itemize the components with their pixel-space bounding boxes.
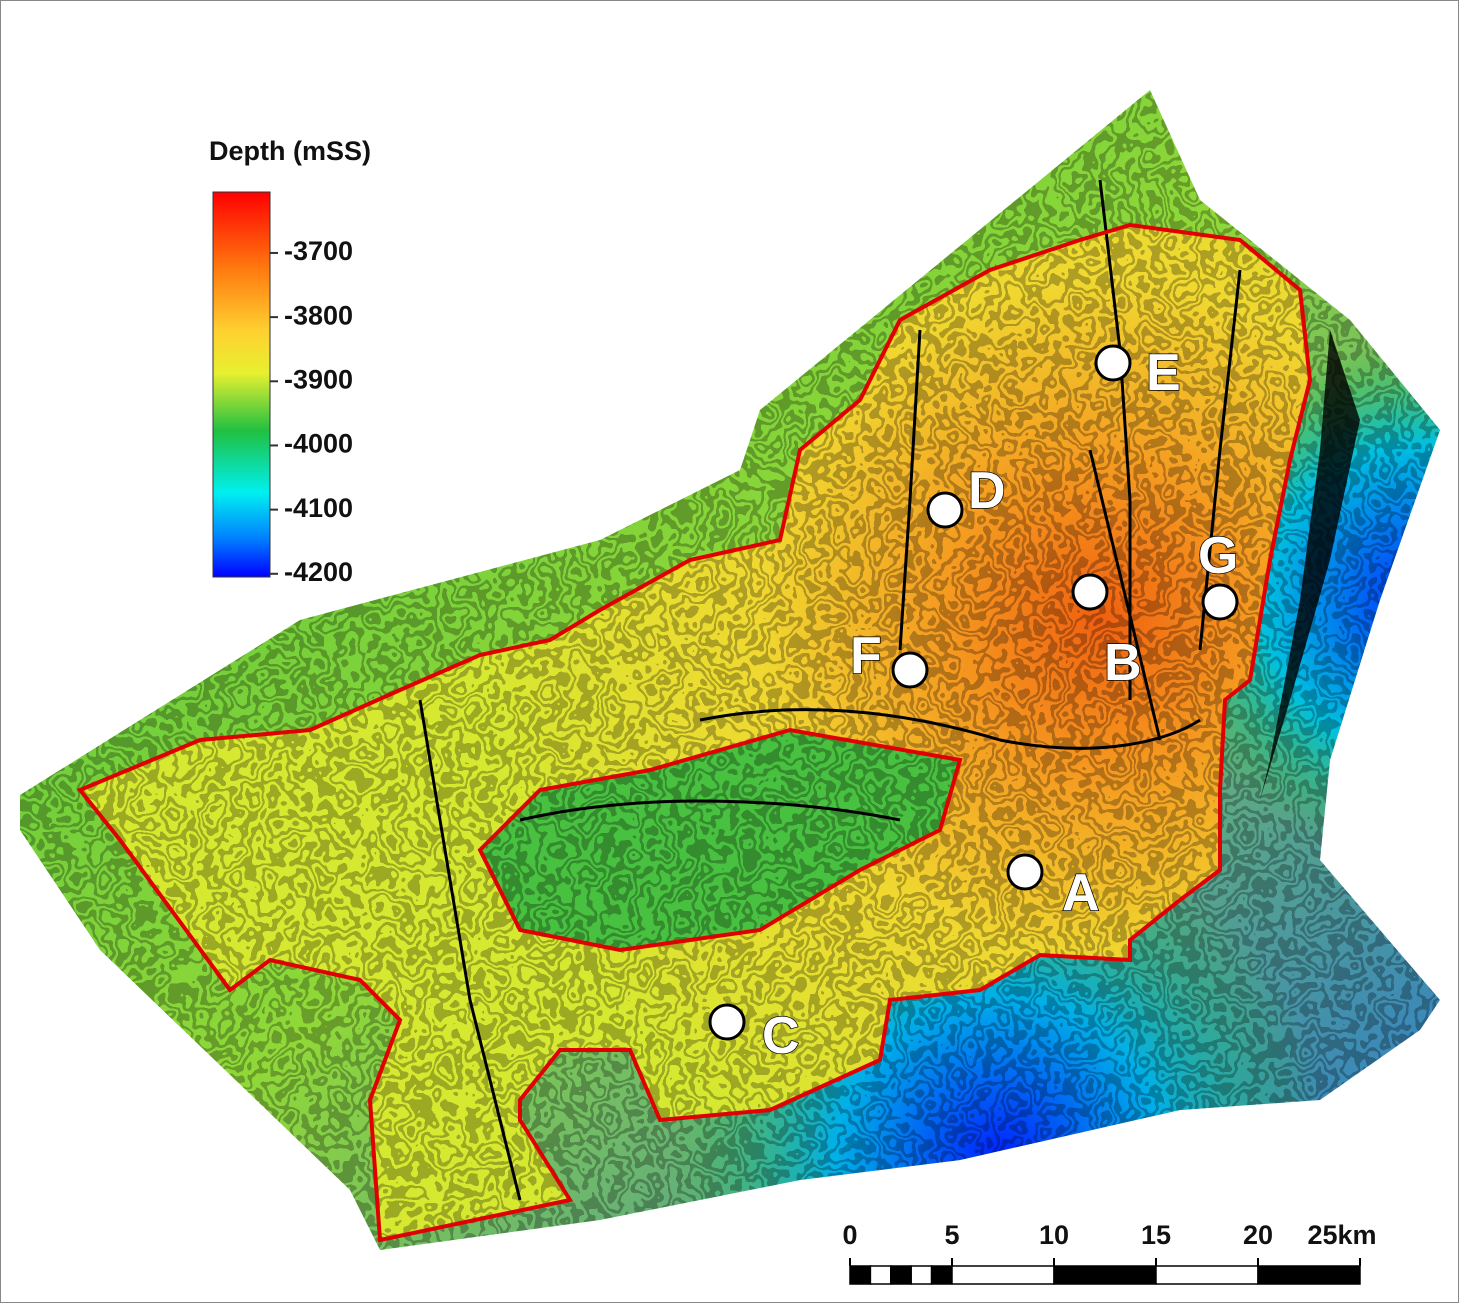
scale-segment — [952, 1266, 1054, 1284]
well-marker — [1008, 855, 1042, 889]
well-label: A — [1062, 864, 1100, 922]
scale-segment — [891, 1266, 911, 1284]
scale-segment — [1054, 1266, 1156, 1284]
well-label: D — [968, 462, 1006, 520]
colorbar-tick-label: -4000 — [284, 429, 353, 459]
well-marker — [893, 653, 927, 687]
well-marker — [1203, 585, 1237, 619]
scale-label: 10 — [1039, 1220, 1069, 1250]
colorbar-tick-label: -4200 — [284, 557, 353, 587]
well-label: E — [1146, 344, 1181, 402]
well-marker — [1096, 346, 1130, 380]
colorbar-tick-label: -3900 — [284, 364, 353, 394]
well-label: G — [1198, 527, 1238, 585]
well-marker — [710, 1005, 744, 1039]
legend-title: Depth (mSS) — [209, 136, 371, 166]
scale-segment — [1258, 1266, 1360, 1284]
colorbar — [213, 192, 270, 577]
well-label: F — [850, 627, 882, 685]
map-figure: A B C D E F G Depth (mSS) -3700 -3800 -3900 -4000… — [0, 0, 1459, 1303]
scale-segment — [1156, 1266, 1258, 1284]
scale-label: 20 — [1243, 1220, 1273, 1250]
colorbar-tick-label: -3800 — [284, 300, 353, 330]
well-label: B — [1104, 634, 1142, 692]
scale-label: 5 — [944, 1220, 959, 1250]
colorbar-tick-label: -4100 — [284, 493, 353, 523]
scale-label: 0 — [842, 1220, 857, 1250]
scale-label: 15 — [1141, 1220, 1171, 1250]
scale-segment — [850, 1266, 870, 1284]
scale-segment — [911, 1266, 931, 1284]
scale-label: 25km — [1307, 1220, 1376, 1250]
well-marker — [1073, 575, 1107, 609]
colorbar-tick-label: -3700 — [284, 236, 353, 266]
well-label: C — [762, 1007, 800, 1065]
well-marker — [928, 493, 962, 527]
scale-segment — [932, 1266, 952, 1284]
scale-segment — [870, 1266, 890, 1284]
